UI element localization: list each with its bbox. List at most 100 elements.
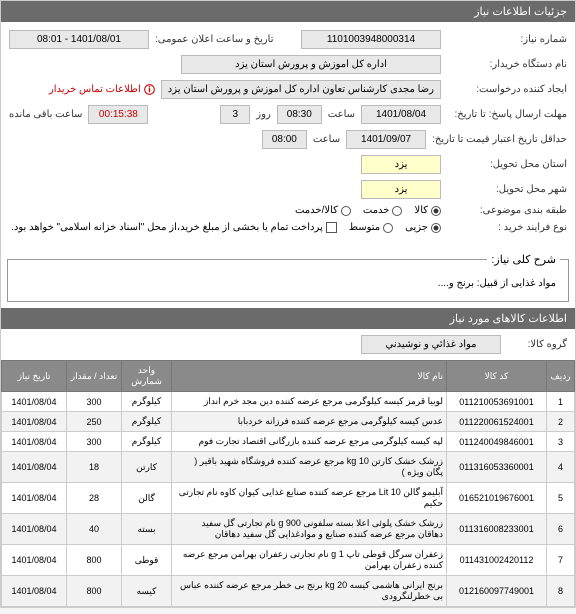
th-date[interactable]: تاریخ نیاز [2, 361, 67, 392]
cell-idx: 1 [547, 392, 575, 412]
th-idx[interactable]: ردیف [547, 361, 575, 392]
th-qty[interactable]: تعداد / مقدار [67, 361, 122, 392]
panel-title: جزئیات اطلاعات نیاز [1, 1, 575, 22]
cell-code: 011210053691001 [447, 392, 547, 412]
cell-date: 1401/08/04 [2, 483, 67, 514]
cell-name: آبلیمو گالن Lit 10 مرجع عرضه کننده صنایع… [172, 483, 447, 514]
form-area: شماره نیاز: 1101003948000314 تاریخ و ساع… [1, 22, 575, 247]
cell-idx: 4 [547, 452, 575, 483]
cell-name: لوبیا قرمز کیسه کیلوگرمی مرجع عرضه کننده… [172, 392, 447, 412]
radio-goods-label: کالا [414, 205, 428, 216]
table-row[interactable]: 7011431002420112زعفران سرگل قوطی تاپ 1 g… [2, 545, 575, 576]
details-panel: جزئیات اطلاعات نیاز شماره نیاز: 11010039… [0, 0, 576, 608]
treasury-note: پرداخت تمام یا بخشی از مبلغ خرید،از محل … [11, 222, 323, 233]
table-row[interactable]: 3011240049846001لپه کیسه کیلوگرمی مرجع ع… [2, 432, 575, 452]
th-name[interactable]: نام کالا [172, 361, 447, 392]
radio-both[interactable]: کالا/خدمت [295, 205, 351, 216]
cell-code: 011316008233001 [447, 514, 547, 545]
cell-idx: 2 [547, 412, 575, 432]
cell-code: 011431002420112 [447, 545, 547, 576]
table-row[interactable]: 4011316053360001زرشک خشک کارتن 10 kg مرج… [2, 452, 575, 483]
table-header-row: ردیف کد کالا نام کالا واحد شمارش تعداد /… [2, 361, 575, 392]
cell-idx: 5 [547, 483, 575, 514]
province-label: استان محل تحویل: [447, 159, 567, 170]
cell-qty: 18 [67, 452, 122, 483]
day-value: 3 [220, 105, 250, 124]
radio-minor[interactable]: جزیی [405, 222, 441, 233]
validity-time: 08:00 [262, 130, 307, 149]
table-row[interactable]: 8012160097749001برنج ایرانی هاشمی کیسه k… [2, 576, 575, 607]
category-radio-group: کالا خدمت کالا/خدمت [295, 205, 441, 216]
cell-date: 1401/08/04 [2, 514, 67, 545]
radio-medium-label: متوسط [349, 222, 380, 233]
th-code[interactable]: کد کالا [447, 361, 547, 392]
info-icon [144, 84, 155, 95]
checkbox-icon [326, 222, 337, 233]
cell-name: لپه کیسه کیلوگرمی مرجع عرضه کننده بازرگا… [172, 432, 447, 452]
contact-link-text: اطلاعات تماس خریدار [49, 84, 141, 95]
deadline-time-label: ساعت [328, 109, 355, 120]
need-number-value: 1101003948000314 [301, 30, 441, 49]
cell-code: 011220061524001 [447, 412, 547, 432]
remaining-label: ساعت باقی مانده [9, 109, 82, 120]
table-row[interactable]: 6011316008233001زرشک خشک پلوئی اعلا بسته… [2, 514, 575, 545]
cell-name: زرشک خشک کارتن 10 kg مرجع عرضه کننده فرو… [172, 452, 447, 483]
radio-service-label: خدمت [363, 205, 390, 216]
radio-dot-icon [383, 223, 393, 233]
cell-idx: 8 [547, 576, 575, 607]
radio-dot-icon [341, 206, 351, 216]
buyer-label: نام دستگاه خریدار: [447, 59, 567, 70]
announce-label: تاریخ و ساعت اعلان عمومی: [155, 34, 274, 45]
radio-dot-icon [431, 206, 441, 216]
radio-service[interactable]: خدمت [363, 205, 403, 216]
cell-qty: 300 [67, 432, 122, 452]
radio-dot-icon [392, 206, 402, 216]
buytype-label: نوع فرایند خرید : [447, 222, 567, 233]
cell-unit: قوطی [122, 545, 172, 576]
cell-idx: 3 [547, 432, 575, 452]
cell-unit: کیلوگرم [122, 392, 172, 412]
description-text: مواد غذایی از قبیل: برنج و.... [16, 274, 560, 293]
cell-date: 1401/08/04 [2, 392, 67, 412]
countdown-timer: 00:15:38 [88, 105, 148, 124]
deadline-send-date: 1401/08/04 [361, 105, 441, 124]
cell-qty: 800 [67, 545, 122, 576]
requester-label: ایجاد کننده درخواست: [447, 84, 567, 95]
deadline-send-label: مهلت ارسال پاسخ: تا تاریخ: [447, 109, 567, 120]
cell-date: 1401/08/04 [2, 545, 67, 576]
radio-medium[interactable]: متوسط [349, 222, 393, 233]
category-label: طبقه بندی موضوعی: [447, 205, 567, 216]
announce-value: 1401/08/01 - 08:01 [9, 30, 149, 49]
th-unit[interactable]: واحد شمارش [122, 361, 172, 392]
buyer-contact-link[interactable]: اطلاعات تماس خریدار [49, 84, 155, 95]
treasury-checkbox[interactable]: پرداخت تمام یا بخشی از مبلغ خرید،از محل … [11, 222, 337, 233]
cell-name: زعفران سرگل قوطی تاپ 1 g نام تجارتی زعفر… [172, 545, 447, 576]
validity-date: 1401/09/07 [346, 130, 426, 149]
city-label: شهر محل تحویل: [447, 184, 567, 195]
radio-dot-icon [431, 223, 441, 233]
group-value: مواد غذائي و نوشيدني [361, 335, 501, 354]
cell-unit: کیلوگرم [122, 432, 172, 452]
need-number-label: شماره نیاز: [447, 34, 567, 45]
group-row: گروه کالا: مواد غذائي و نوشيدني [1, 329, 575, 360]
table-row[interactable]: 5016521019676001آبلیمو گالن Lit 10 مرجع … [2, 483, 575, 514]
city-value: یزد [361, 180, 441, 199]
cell-unit: بسته [122, 514, 172, 545]
cell-code: 011240049846001 [447, 432, 547, 452]
cell-idx: 6 [547, 514, 575, 545]
cell-qty: 300 [67, 392, 122, 412]
cell-unit: کیسه [122, 576, 172, 607]
validity-time-label: ساعت [313, 134, 340, 145]
table-row[interactable]: 2011220061524001عدس کیسه کیلوگرمی مرجع ع… [2, 412, 575, 432]
day-label: روز [256, 109, 271, 120]
buytype-radio-group: جزیی متوسط پرداخت تمام یا بخشی از مبلغ خ… [11, 222, 441, 233]
cell-code: 011316053360001 [447, 452, 547, 483]
items-section-title: اطلاعات کالاهای مورد نیاز [1, 308, 575, 329]
table-row[interactable]: 1011210053691001لوبیا قرمز کیسه کیلوگرمی… [2, 392, 575, 412]
radio-goods[interactable]: کالا [414, 205, 441, 216]
validity-label: حداقل تاریخ اعتبار قیمت تا تاریخ: [432, 134, 567, 145]
cell-name: زرشک خشک پلوئی اعلا بسته سلفونی g 900 نا… [172, 514, 447, 545]
items-table: ردیف کد کالا نام کالا واحد شمارش تعداد /… [1, 360, 575, 607]
description-legend: شرح کلی نیاز: [487, 253, 560, 266]
requester-value: رضا مجدی کارشناس تعاون اداره کل اموزش و … [161, 80, 441, 99]
